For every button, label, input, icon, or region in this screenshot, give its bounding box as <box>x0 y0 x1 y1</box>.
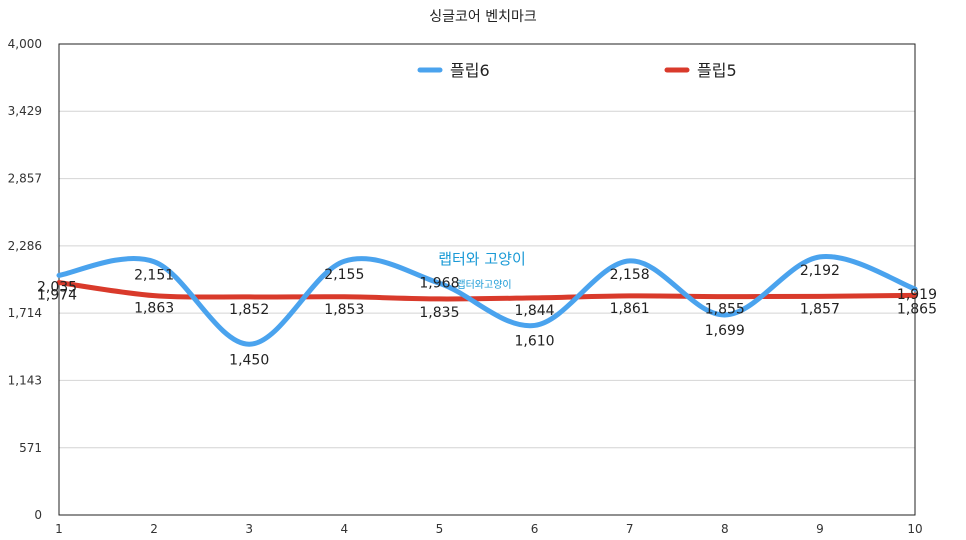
data-label-flip5: 1,865 <box>897 301 937 317</box>
y-tick-label: 2,857 <box>8 172 42 186</box>
y-tick-label: 1,143 <box>8 373 42 387</box>
watermark-sub: 랩터와고양이 <box>456 279 511 291</box>
x-tick-label: 7 <box>626 522 634 536</box>
x-tick-label: 9 <box>816 522 824 536</box>
y-tick-label: 4,000 <box>8 37 42 51</box>
y-tick-label: 1,714 <box>8 306 42 320</box>
data-label-flip6: 1,699 <box>705 323 745 339</box>
x-tick-label: 2 <box>150 522 158 536</box>
x-tick-label: 8 <box>721 522 729 536</box>
series-line-flip6 <box>56 254 918 347</box>
data-label-flip6: 2,158 <box>610 267 650 283</box>
x-axis-ticks: 1 2 3 4 5 6 7 8 9 10 <box>55 522 922 536</box>
chart-title: 싱글코어 벤치마크 <box>429 9 537 25</box>
data-label-flip5: 1,844 <box>515 303 555 319</box>
data-label-flip6: 2,035 <box>37 279 77 295</box>
data-label-flip6: 2,192 <box>800 263 840 279</box>
data-label-flip6: 1,968 <box>419 275 459 291</box>
data-label-flip5: 1,861 <box>610 301 650 317</box>
series-line-flip5 <box>56 280 918 302</box>
legend-label: 플립6 <box>450 61 490 80</box>
x-tick-label: 5 <box>436 522 444 536</box>
data-label-flip5: 1,855 <box>705 302 745 318</box>
data-label-flip6: 2,151 <box>134 268 174 284</box>
data-label-flip6: 1,450 <box>229 352 269 368</box>
y-tick-label: 571 <box>19 441 42 455</box>
plot-frame <box>58 43 916 516</box>
legend-label: 플립5 <box>697 61 737 80</box>
x-tick-label: 4 <box>341 522 349 536</box>
series-lines <box>56 254 918 347</box>
y-tick-label: 2,286 <box>8 239 42 253</box>
legend: 플립6 플립5 <box>417 61 737 80</box>
data-label-flip6: 1,919 <box>897 287 937 303</box>
watermark: 랩터와 고양이 랩터와고양이 <box>438 250 526 291</box>
grid-lines <box>59 43 915 516</box>
data-label-flip5: 1,852 <box>229 302 269 318</box>
x-tick-label: 6 <box>531 522 539 536</box>
y-tick-label: 0 <box>34 508 42 522</box>
x-tick-label: 1 <box>55 522 63 536</box>
data-label-flip6: 2,155 <box>324 267 364 283</box>
data-label-flip5: 1,853 <box>324 302 364 318</box>
x-tick-label: 10 <box>907 522 922 536</box>
data-label-flip5: 1,863 <box>134 301 174 317</box>
watermark-main: 랩터와 고양이 <box>438 250 526 268</box>
y-axis-ticks: 0 571 1,143 1,714 2,286 2,857 3,429 4,000 <box>8 37 42 522</box>
data-label-flip5: 1,857 <box>800 301 840 317</box>
data-label-flip5: 1,835 <box>419 305 459 321</box>
x-tick-label: 3 <box>245 522 253 536</box>
data-label-flip6: 1,610 <box>515 333 555 349</box>
y-tick-label: 3,429 <box>8 104 42 118</box>
data-label-flip5: 1,974 <box>37 288 77 304</box>
